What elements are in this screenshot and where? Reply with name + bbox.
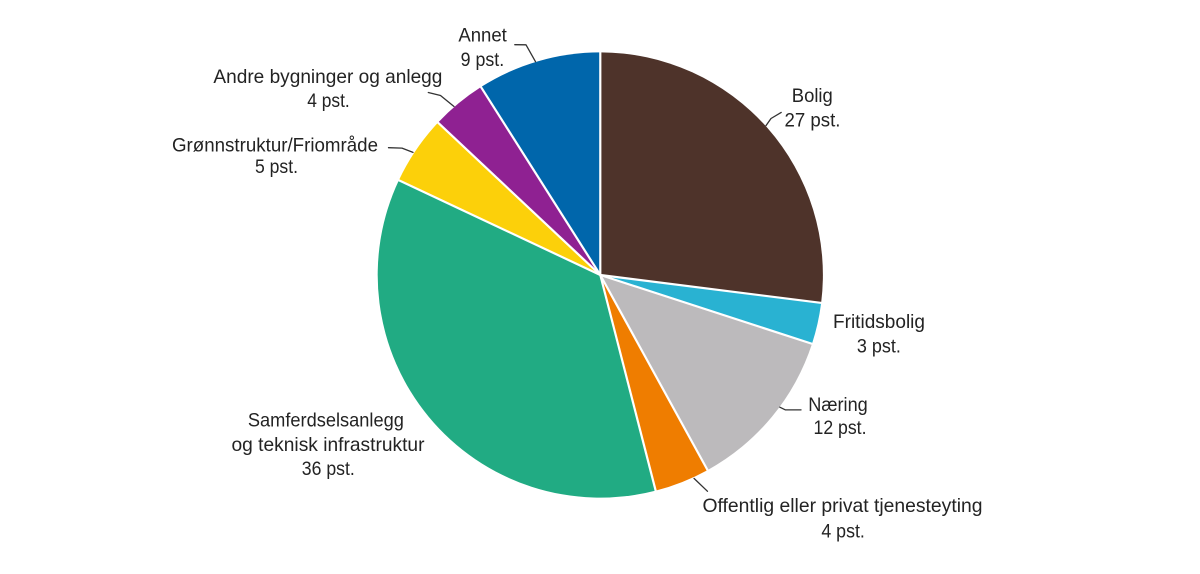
svg-text:Bolig: Bolig	[792, 85, 833, 107]
svg-text:4 pst.: 4 pst.	[821, 521, 865, 543]
svg-text:12 pst.: 12 pst.	[814, 417, 867, 439]
svg-text:og teknisk infrastruktur: og teknisk infrastruktur	[232, 434, 425, 456]
svg-text:36 pst.: 36 pst.	[302, 458, 355, 480]
svg-text:3 pst.: 3 pst.	[857, 335, 901, 357]
svg-text:27 pst.: 27 pst.	[785, 110, 841, 132]
svg-text:Næring: Næring	[808, 394, 868, 416]
svg-text:9 pst.: 9 pst.	[461, 49, 505, 71]
svg-text:Annet: Annet	[458, 25, 507, 47]
svg-text:Fritidsbolig: Fritidsbolig	[833, 311, 925, 333]
svg-text:Samferdselsanlegg: Samferdselsanlegg	[248, 409, 404, 431]
svg-text:Andre bygninger og anlegg: Andre bygninger og anlegg	[213, 66, 442, 88]
svg-text:5 pst.: 5 pst.	[255, 156, 298, 178]
svg-text:4 pst.: 4 pst.	[307, 90, 350, 112]
svg-text:Offentlig eller privat tjenest: Offentlig eller privat tjenesteyting	[703, 495, 983, 517]
svg-text:Grønnstruktur/Friområde: Grønnstruktur/Friområde	[172, 135, 378, 157]
